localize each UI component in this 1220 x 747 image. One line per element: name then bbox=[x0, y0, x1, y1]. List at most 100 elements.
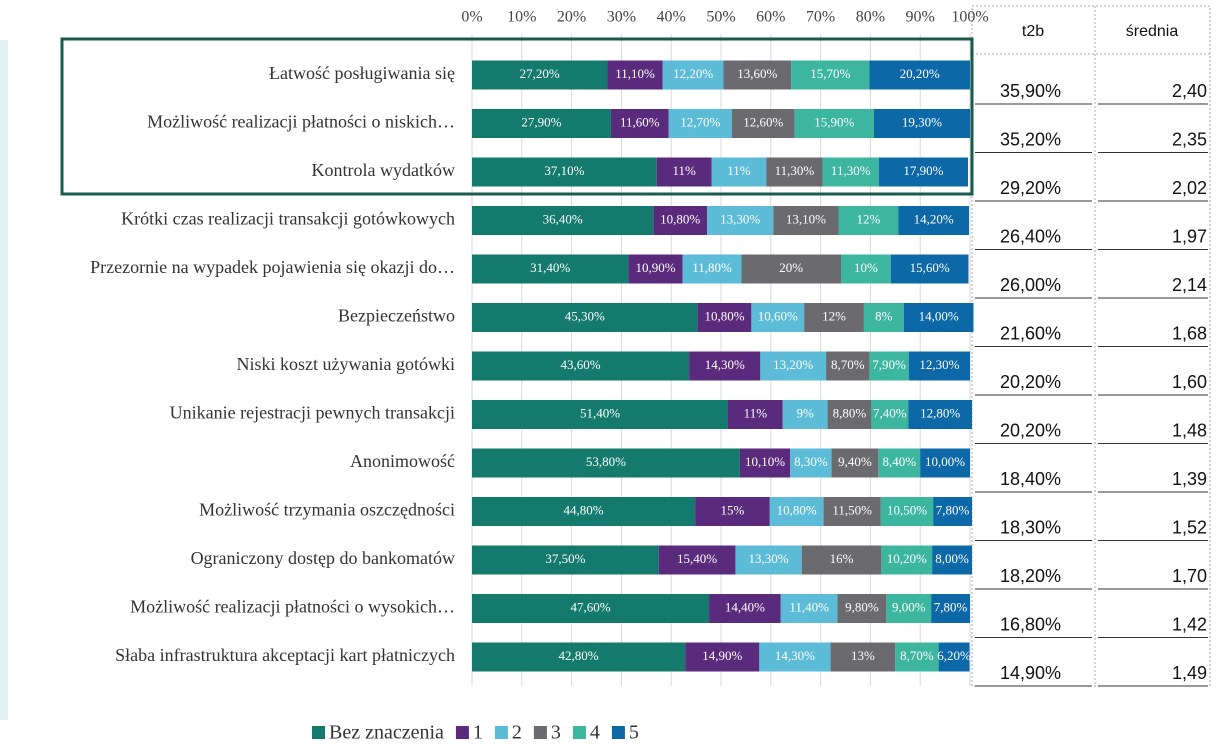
bar-segment bbox=[759, 642, 831, 672]
bar-segment bbox=[472, 303, 698, 332]
x-tick-label: 90% bbox=[906, 9, 935, 26]
side-strip bbox=[0, 40, 8, 720]
value-label: 12% bbox=[856, 211, 880, 226]
bar-segment bbox=[723, 60, 792, 90]
value-label: 10,80% bbox=[777, 502, 817, 517]
table-cell: 35,20% bbox=[1000, 129, 1061, 149]
value-label: 11% bbox=[744, 405, 768, 420]
x-tick-label: 30% bbox=[607, 9, 636, 26]
value-label: 12,60% bbox=[743, 114, 783, 129]
bar-segment bbox=[933, 497, 972, 526]
bar-segment bbox=[662, 60, 724, 90]
value-label: 17,90% bbox=[903, 163, 943, 178]
legend-label: 1 bbox=[473, 722, 483, 744]
bar-segment bbox=[472, 351, 690, 381]
table-cell: 14,90% bbox=[1000, 663, 1061, 683]
value-label: 9,00% bbox=[892, 599, 926, 614]
value-label: 15,40% bbox=[677, 551, 717, 566]
bar-segment bbox=[697, 303, 752, 332]
bar-segment bbox=[878, 157, 969, 187]
table-cell: 35,90% bbox=[1000, 81, 1061, 101]
value-label: 11,50% bbox=[832, 502, 872, 517]
value-label: 8,70% bbox=[900, 648, 934, 663]
bar-segment bbox=[766, 157, 823, 187]
table-cell: 1,42 bbox=[1172, 614, 1207, 634]
bar-segment bbox=[610, 109, 669, 138]
value-label: 45,30% bbox=[565, 308, 605, 323]
bar-segment bbox=[903, 303, 974, 332]
legend-label: 3 bbox=[551, 722, 561, 744]
category-label: Niski koszt używania gotówki bbox=[237, 354, 455, 374]
bar-segment bbox=[656, 157, 712, 187]
table-cell: 26,00% bbox=[1000, 275, 1061, 295]
value-label: 11,30% bbox=[775, 163, 815, 178]
bar-segment bbox=[804, 303, 864, 332]
value-label: 14,20% bbox=[914, 211, 954, 226]
value-label: 14,30% bbox=[705, 357, 745, 372]
bar-segment bbox=[898, 206, 970, 235]
value-label: 11,60% bbox=[620, 114, 660, 129]
value-label: 12,70% bbox=[680, 114, 720, 129]
category-label: Możliwość trzymania oszczędności bbox=[199, 500, 455, 520]
value-label: 11% bbox=[672, 163, 696, 178]
table-cell: 1,70 bbox=[1172, 566, 1207, 586]
x-tick-label: 100% bbox=[951, 9, 988, 26]
bar-segment bbox=[863, 303, 904, 332]
table-cell: 2,40 bbox=[1172, 81, 1207, 101]
value-label: 47,60% bbox=[570, 599, 610, 614]
x-tick-label: 80% bbox=[856, 9, 885, 26]
value-label: 8,70% bbox=[831, 357, 865, 372]
bar-segment bbox=[878, 448, 921, 478]
table-cell: 1,48 bbox=[1172, 420, 1207, 440]
table-cell: 1,52 bbox=[1172, 517, 1207, 537]
value-label: 12,80% bbox=[920, 405, 960, 420]
value-label: 15,60% bbox=[910, 260, 950, 275]
bar-segment bbox=[831, 448, 879, 478]
bar-segment bbox=[628, 254, 683, 284]
bar-segment bbox=[908, 400, 972, 429]
bar-segment bbox=[908, 351, 970, 381]
bar-segment bbox=[658, 545, 736, 575]
bar-segment bbox=[886, 594, 932, 623]
value-label: 7,80% bbox=[934, 599, 968, 614]
bar-segment bbox=[472, 545, 659, 575]
legend-swatch bbox=[611, 726, 625, 739]
x-tick-label: 20% bbox=[557, 9, 586, 26]
value-label: 13,30% bbox=[720, 211, 760, 226]
value-label: 36,40% bbox=[543, 211, 583, 226]
bar-segment bbox=[826, 351, 870, 381]
category-label: Kontrola wydatków bbox=[312, 160, 455, 180]
value-label: 27,90% bbox=[521, 114, 561, 129]
value-label: 13,10% bbox=[786, 211, 826, 226]
legend-label: 2 bbox=[512, 722, 522, 744]
bar-segment bbox=[873, 109, 970, 138]
value-label: 19,30% bbox=[902, 114, 942, 129]
bar-segment bbox=[472, 400, 728, 429]
bar-segment bbox=[472, 642, 686, 672]
table-header: t2b bbox=[1022, 23, 1044, 40]
value-label: 10% bbox=[854, 260, 878, 275]
legend-swatch bbox=[572, 726, 586, 739]
bar-segment bbox=[769, 497, 824, 526]
value-label: 11,80% bbox=[692, 260, 732, 275]
value-label: 20% bbox=[779, 260, 803, 275]
bar-segment bbox=[881, 545, 933, 575]
bar-segment bbox=[801, 545, 882, 575]
x-tick-label: 70% bbox=[806, 9, 835, 26]
value-label: 8,80% bbox=[833, 405, 867, 420]
value-label: 51,40% bbox=[580, 405, 620, 420]
bar-segment bbox=[735, 545, 802, 575]
category-label: Słaba infrastruktura akceptacji kart pła… bbox=[115, 645, 455, 665]
bar-segment bbox=[794, 109, 874, 138]
category-label: Bezpieczeństwo bbox=[338, 306, 455, 326]
value-label: 43,60% bbox=[561, 357, 601, 372]
bar-segment bbox=[830, 642, 896, 672]
highlight-box bbox=[60, 37, 974, 196]
table-cell: 1,68 bbox=[1172, 323, 1207, 343]
value-label: 7,80% bbox=[936, 502, 970, 517]
value-label: 13,60% bbox=[737, 66, 777, 81]
value-label: 13,20% bbox=[773, 357, 813, 372]
x-tick-label: 0% bbox=[461, 9, 482, 26]
bar-segment bbox=[472, 157, 657, 187]
